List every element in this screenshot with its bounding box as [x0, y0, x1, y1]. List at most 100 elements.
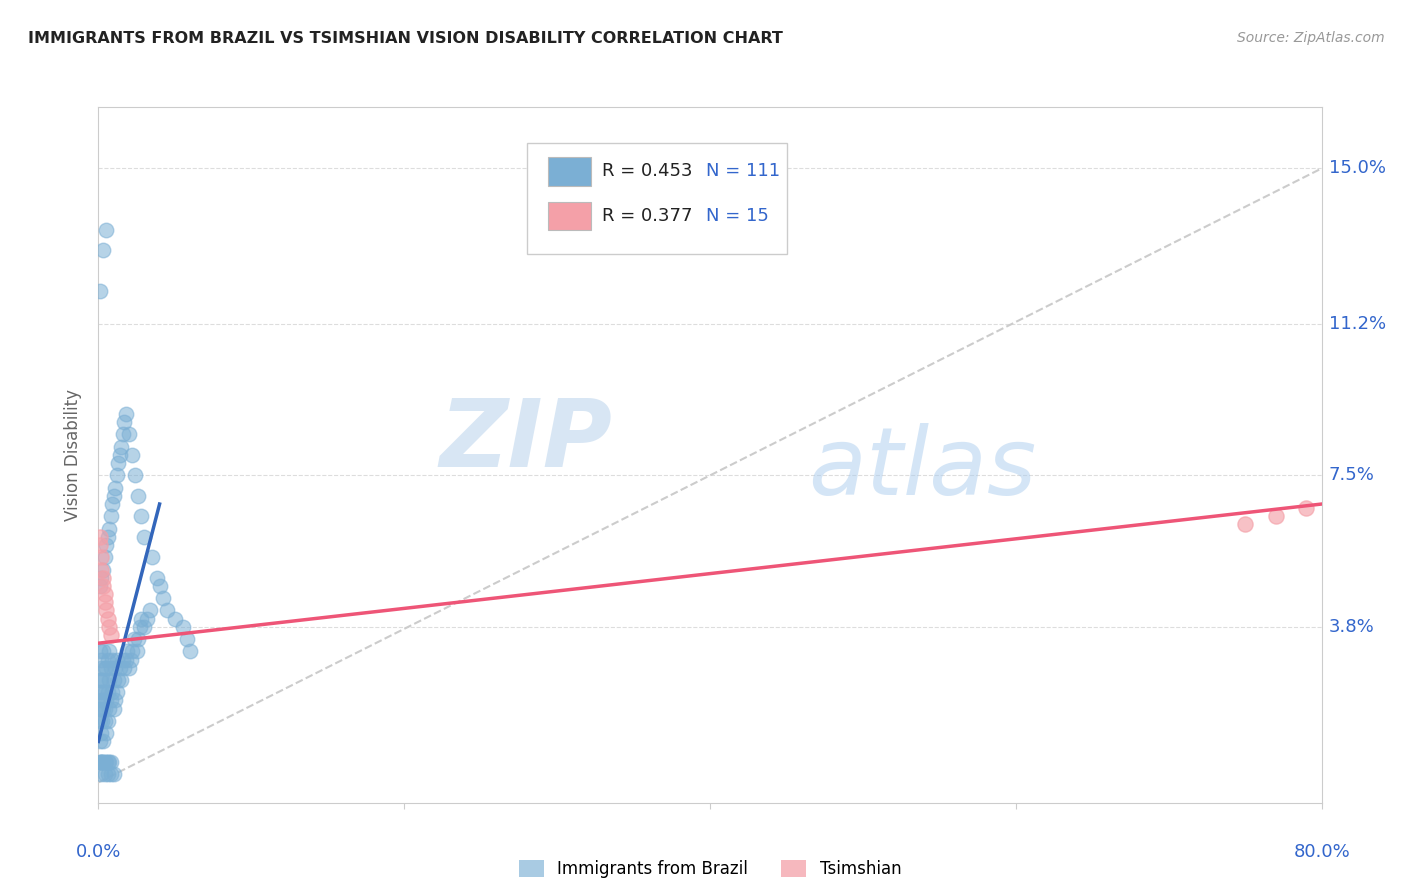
- Point: [93, 595, 115, 609]
- Point: [94, 726, 117, 740]
- Point: [110, 440, 132, 454]
- Point: [91, 644, 114, 658]
- Text: 15.0%: 15.0%: [1329, 160, 1386, 178]
- Point: [94, 701, 117, 715]
- Point: [91, 562, 114, 576]
- Point: [90, 767, 112, 781]
- Point: [93, 714, 115, 728]
- Point: [91, 673, 114, 687]
- Point: [98, 701, 121, 715]
- Point: [105, 468, 128, 483]
- Point: [94, 538, 117, 552]
- Point: [91, 755, 114, 769]
- Point: [105, 685, 128, 699]
- Point: [90, 652, 112, 666]
- Point: [98, 522, 121, 536]
- Point: [91, 579, 114, 593]
- Point: [90, 693, 112, 707]
- Point: [91, 244, 114, 258]
- Text: Source: ZipAtlas.com: Source: ZipAtlas.com: [1237, 31, 1385, 45]
- Point: [89, 755, 111, 769]
- Point: [115, 407, 138, 421]
- Point: [145, 571, 167, 585]
- Point: [89, 714, 111, 728]
- Point: [111, 652, 134, 666]
- Point: [101, 685, 124, 699]
- Point: [89, 701, 111, 715]
- Point: [115, 652, 138, 666]
- Point: [134, 620, 156, 634]
- Point: [93, 661, 115, 675]
- Point: [110, 673, 132, 687]
- Point: [91, 571, 114, 585]
- Text: 3.8%: 3.8%: [1329, 618, 1375, 636]
- Point: [98, 620, 121, 634]
- Point: [93, 550, 115, 565]
- Point: [90, 550, 112, 565]
- Point: [101, 652, 124, 666]
- Point: [93, 685, 115, 699]
- Point: [100, 509, 122, 524]
- Point: [90, 755, 112, 769]
- Point: [1295, 501, 1317, 516]
- Point: [90, 701, 112, 715]
- Point: [90, 673, 112, 687]
- Point: [91, 755, 114, 769]
- Point: [128, 620, 150, 634]
- Point: [97, 767, 120, 781]
- Point: [93, 755, 115, 769]
- Text: R = 0.377: R = 0.377: [602, 207, 692, 225]
- Point: [90, 726, 112, 740]
- Point: [89, 579, 111, 593]
- Point: [112, 661, 135, 675]
- Y-axis label: Vision Disability: Vision Disability: [65, 389, 83, 521]
- Text: N = 111: N = 111: [706, 162, 780, 180]
- Point: [89, 673, 111, 687]
- Text: N = 15: N = 15: [706, 207, 769, 225]
- Point: [94, 223, 117, 237]
- Point: [89, 644, 111, 658]
- Point: [1234, 517, 1257, 532]
- Legend: Immigrants from Brazil, Tsimshian: Immigrants from Brazil, Tsimshian: [512, 854, 908, 885]
- Point: [104, 693, 127, 707]
- Point: [89, 284, 111, 298]
- Point: [104, 661, 127, 675]
- Point: [98, 755, 121, 769]
- Text: 0.0%: 0.0%: [76, 843, 121, 861]
- Point: [91, 701, 114, 715]
- Point: [108, 661, 131, 675]
- Point: [100, 661, 122, 675]
- Point: [97, 530, 120, 544]
- Point: [172, 620, 194, 634]
- Point: [149, 579, 172, 593]
- Point: [163, 612, 186, 626]
- Point: [100, 767, 122, 781]
- Point: [100, 755, 122, 769]
- Point: [89, 538, 111, 552]
- Point: [90, 755, 112, 769]
- Point: [90, 661, 112, 675]
- Point: [118, 661, 141, 675]
- Point: [125, 644, 148, 658]
- Point: [108, 448, 131, 462]
- Text: R = 0.453: R = 0.453: [602, 162, 692, 180]
- Point: [105, 652, 128, 666]
- Point: [97, 612, 120, 626]
- Point: [100, 628, 122, 642]
- Point: [103, 767, 125, 781]
- Point: [152, 591, 174, 606]
- Point: [91, 714, 114, 728]
- Point: [120, 652, 142, 666]
- Point: [107, 456, 129, 470]
- Text: ZIP: ZIP: [439, 395, 612, 487]
- Point: [129, 509, 152, 524]
- Point: [94, 661, 117, 675]
- Point: [139, 603, 162, 617]
- Point: [136, 612, 159, 626]
- Point: [97, 714, 120, 728]
- Point: [93, 587, 115, 601]
- Point: [179, 644, 201, 658]
- Point: [98, 644, 121, 658]
- Point: [104, 481, 127, 495]
- Point: [1264, 509, 1286, 524]
